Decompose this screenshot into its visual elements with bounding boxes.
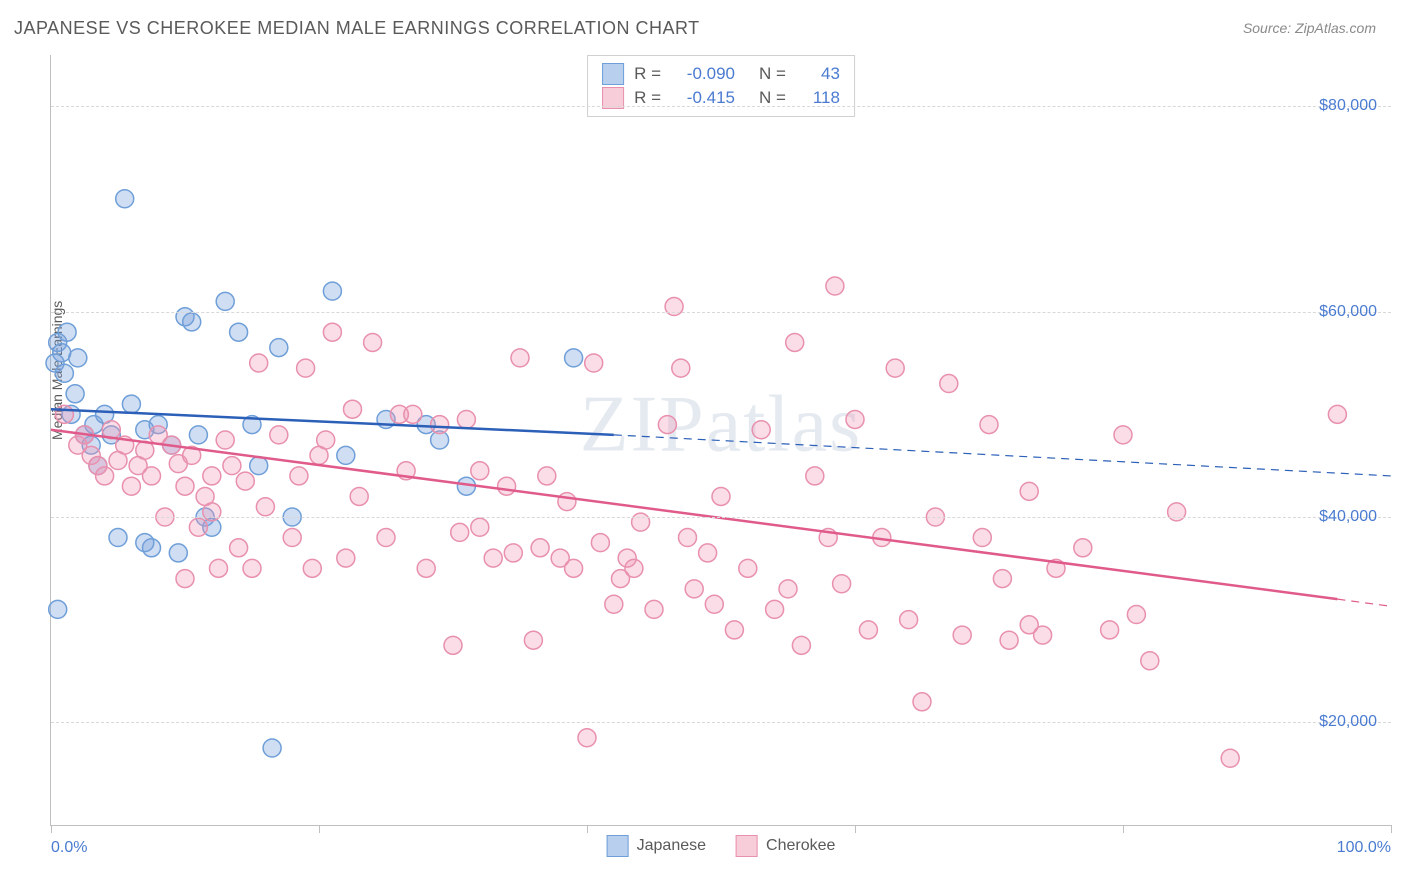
- legend-stat-row: R = -0.090 N = 43: [602, 62, 840, 86]
- legend-item: Japanese: [607, 835, 706, 857]
- legend-stats: R =-0.090N =43R =-0.415N =118: [587, 55, 855, 117]
- plot-area: Median Male Earnings ZIPatlas R =-0.090N…: [50, 55, 1391, 826]
- y-tick-label: $40,000: [1319, 508, 1377, 526]
- chart-title: JAPANESE VS CHEROKEE MEDIAN MALE EARNING…: [14, 18, 700, 39]
- gridline: [51, 722, 1391, 723]
- legend-series: Japanese Cherokee: [607, 835, 836, 857]
- gridline: [51, 106, 1391, 107]
- n-value: 43: [796, 62, 840, 86]
- x-tick-label: 0.0%: [51, 839, 87, 857]
- x-tick: [319, 825, 320, 833]
- n-label: N =: [759, 62, 786, 86]
- legend-item: Cherokee: [736, 835, 835, 857]
- gridline: [51, 517, 1391, 518]
- source-label: Source: ZipAtlas.com: [1243, 20, 1376, 36]
- x-tick: [855, 825, 856, 833]
- legend-label: Japanese: [637, 837, 706, 855]
- legend-swatch: [736, 835, 758, 857]
- y-tick-label: $20,000: [1319, 713, 1377, 731]
- r-label: R =: [634, 62, 661, 86]
- x-tick-label: 100.0%: [1337, 839, 1391, 857]
- x-tick: [1123, 825, 1124, 833]
- x-tick: [1391, 825, 1392, 833]
- legend-swatch: [607, 835, 629, 857]
- y-tick-label: $80,000: [1319, 97, 1377, 115]
- legend-swatch: [602, 63, 624, 85]
- gridline: [51, 312, 1391, 313]
- r-value: -0.090: [671, 62, 735, 86]
- x-tick: [587, 825, 588, 833]
- chart-svg: [51, 55, 1391, 825]
- legend-label: Cherokee: [766, 837, 835, 855]
- y-tick-label: $60,000: [1319, 303, 1377, 321]
- x-tick: [51, 825, 52, 833]
